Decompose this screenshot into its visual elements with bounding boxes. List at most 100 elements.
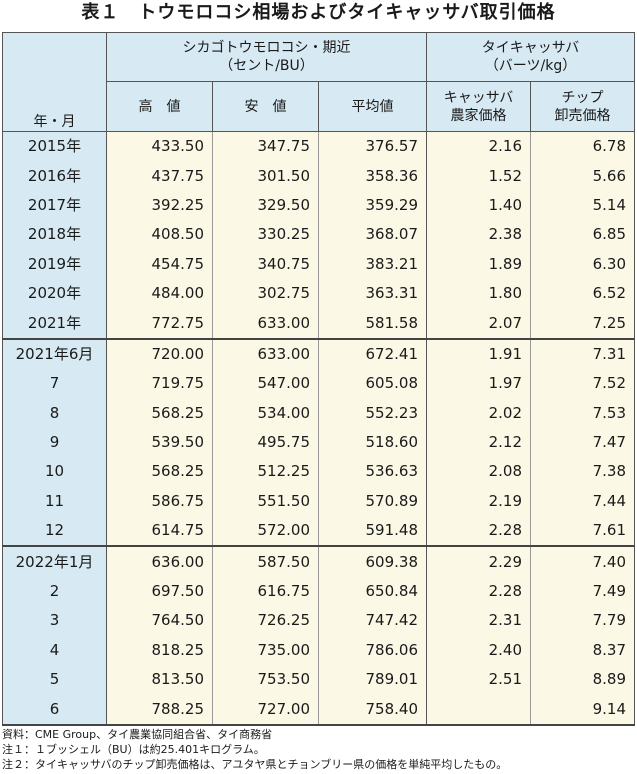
table-row: 2021年6月 720.00 633.00 672.41 1.91 7.31 [2, 337, 636, 370]
table-row: 7 719.75 547.00 605.08 1.97 7.52 [2, 369, 636, 399]
table-row: 2019年 454.75 340.75 383.21 1.89 6.30 [2, 249, 636, 279]
farm-price-cell: 2.16 [426, 131, 532, 162]
year-month-header: 年・月 [2, 32, 107, 132]
high-price-header: 高 値 [106, 81, 213, 132]
table-row: 5 813.50 753.50 789.01 2.51 8.89 [2, 665, 636, 695]
chip-price-cell: 7.47 [530, 427, 636, 458]
row-label: 11 [2, 486, 107, 517]
farm-price-cell [426, 694, 532, 726]
table-row: 2017年 392.25 329.50 359.29 1.40 5.14 [2, 190, 636, 221]
chip-price-cell: 6.52 [530, 278, 636, 309]
farm-price-cell: 2.38 [426, 220, 532, 250]
low-price-cell: 726.25 [212, 606, 319, 636]
average-price-cell: 786.06 [318, 635, 428, 666]
chip-price-cell: 7.40 [530, 545, 636, 577]
table-row: 2 697.50 616.75 650.84 2.28 7.49 [2, 576, 636, 607]
high-price-cell: 539.50 [106, 427, 213, 458]
farm-price-cell: 1.97 [426, 369, 532, 399]
high-price-cell: 788.25 [106, 694, 213, 726]
average-price-cell: 672.41 [318, 337, 428, 370]
high-price-cell: 720.00 [106, 337, 213, 370]
row-label: 8 [2, 398, 107, 428]
chicago-corn-group-header: シカゴトウモロコシ・期近 （セント/BU） [105, 32, 428, 82]
chicago-corn-unit: （セント/BU） [219, 58, 314, 74]
table-row: 2020年 484.00 302.75 363.31 1.80 6.52 [2, 278, 636, 309]
average-price-cell: 518.60 [318, 427, 428, 458]
high-price-cell: 614.75 [106, 516, 213, 547]
low-price-cell: 340.75 [212, 249, 319, 279]
low-price-cell: 329.50 [212, 190, 319, 221]
low-price-cell: 587.50 [212, 545, 319, 577]
average-price-cell: 383.21 [318, 249, 428, 279]
high-price-cell: 719.75 [106, 369, 213, 399]
chip-price-header-line2: 卸売価格 [554, 107, 611, 124]
row-label: 2021年6月 [2, 337, 107, 370]
farm-price-cell: 2.28 [426, 516, 532, 547]
row-label: 6 [2, 694, 107, 726]
table-row: 2021年 772.75 633.00 581.58 2.07 7.25 [2, 308, 636, 339]
low-price-cell: 727.00 [212, 694, 319, 726]
low-price-cell: 633.00 [212, 337, 319, 370]
note-1: 注１：１ブッシェル（BU）は約25.401キログラム。 [2, 743, 265, 756]
chip-price-cell: 7.61 [530, 516, 636, 547]
thai-cassava-group-header: タイキャッサバ （バーツ/kg） [426, 32, 636, 82]
chip-price-cell: 5.66 [530, 161, 636, 191]
farm-price-header-line2: 農家価格 [450, 107, 507, 124]
farm-price-header: キャッサバ 農家価格 [426, 81, 532, 132]
chip-price-header-line1: チップ [561, 89, 604, 106]
source-note: 資料：CME Group、タイ農業協同組合省、タイ商務省 [2, 728, 273, 741]
high-price-cell: 697.50 [106, 576, 213, 607]
high-price-cell: 437.75 [106, 161, 213, 191]
table-row: 11 586.75 551.50 570.89 2.19 7.44 [2, 486, 636, 517]
high-price-cell: 818.25 [106, 635, 213, 666]
average-price-cell: 609.38 [318, 545, 428, 577]
farm-price-header-line1: キャッサバ [443, 89, 514, 106]
chip-price-cell: 7.38 [530, 457, 636, 487]
row-label: 10 [2, 457, 107, 487]
farm-price-cell: 2.40 [426, 635, 532, 666]
row-label: 2020年 [2, 278, 107, 309]
average-price-cell: 581.58 [318, 308, 428, 339]
farm-price-cell: 1.80 [426, 278, 532, 309]
farm-price-cell: 2.29 [426, 545, 532, 577]
farm-price-cell: 2.08 [426, 457, 532, 487]
high-price-cell: 392.25 [106, 190, 213, 221]
row-label: 2019年 [2, 249, 107, 279]
low-price-header: 安 値 [212, 81, 319, 132]
farm-price-cell: 1.89 [426, 249, 532, 279]
price-table: 年・月 シカゴトウモロコシ・期近 （セント/BU） タイキャッサバ （バーツ/k… [2, 32, 636, 726]
row-label: 2022年1月 [2, 545, 107, 577]
low-price-cell: 616.75 [212, 576, 319, 607]
high-price-cell: 568.25 [106, 457, 213, 487]
row-label: 2 [2, 576, 107, 607]
footnotes: 資料：CME Group、タイ農業協同組合省、タイ商務省 注１：１ブッシェル（B… [2, 727, 634, 772]
low-price-cell: 330.25 [212, 220, 319, 250]
high-price-cell: 764.50 [106, 606, 213, 636]
table-row: 10 568.25 512.25 536.63 2.08 7.38 [2, 457, 636, 487]
average-price-cell: 605.08 [318, 369, 428, 399]
chip-price-cell: 7.79 [530, 606, 636, 636]
row-label: 2015年 [2, 131, 107, 162]
average-price-cell: 570.89 [318, 486, 428, 517]
average-price-cell: 747.42 [318, 606, 428, 636]
high-price-cell: 636.00 [106, 545, 213, 577]
chip-price-cell: 9.14 [530, 694, 636, 726]
chip-price-cell: 6.85 [530, 220, 636, 250]
chip-price-cell: 7.25 [530, 308, 636, 339]
chicago-corn-title: シカゴトウモロコシ・期近 [182, 40, 351, 56]
chip-price-cell: 6.78 [530, 131, 636, 162]
farm-price-cell: 2.07 [426, 308, 532, 339]
chip-price-header: チップ 卸売価格 [530, 81, 636, 132]
average-price-cell: 591.48 [318, 516, 428, 547]
low-price-cell: 347.75 [212, 131, 319, 162]
farm-price-cell: 2.12 [426, 427, 532, 458]
chip-price-cell: 7.49 [530, 576, 636, 607]
row-label: 5 [2, 665, 107, 695]
low-price-cell: 547.00 [212, 369, 319, 399]
row-label: 2017年 [2, 190, 107, 221]
high-price-cell: 433.50 [106, 131, 213, 162]
table-row: 6 788.25 727.00 758.40 9.14 [2, 694, 636, 726]
farm-price-cell: 2.51 [426, 665, 532, 695]
chip-price-cell: 5.14 [530, 190, 636, 221]
farm-price-cell: 2.31 [426, 606, 532, 636]
